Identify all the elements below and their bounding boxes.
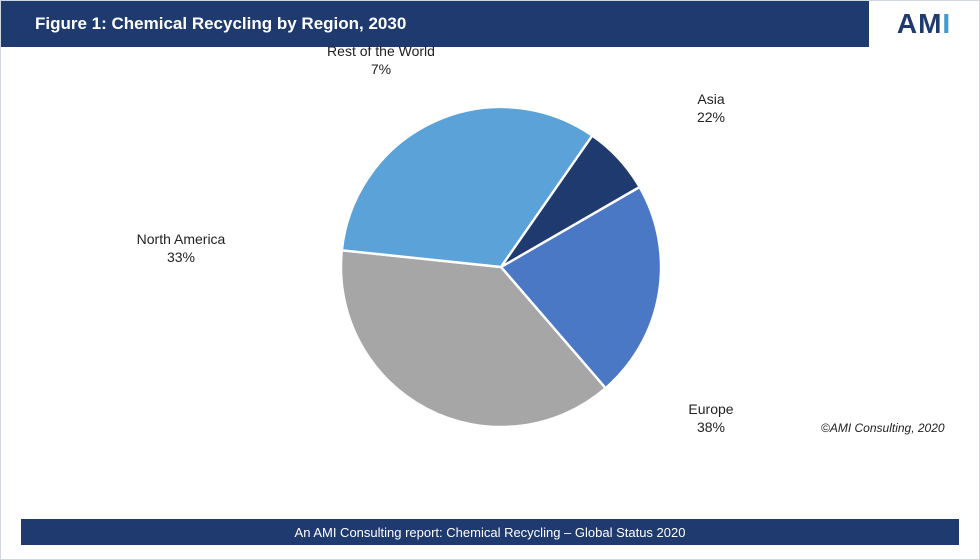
figure-footer: An AMI Consulting report: Chemical Recyc…: [21, 519, 959, 545]
logo-letter-m: M: [918, 8, 942, 39]
slice-label: Asia 22%: [697, 91, 725, 126]
chart-area: Asia22%Europe38%North America33%Rest of …: [1, 47, 979, 511]
slice-label-value: 7%: [371, 61, 391, 77]
footer-text: An AMI Consulting report: Chemical Recyc…: [295, 525, 686, 540]
slice-label-name: Rest of the World: [327, 43, 435, 59]
slice-label-value: 22%: [697, 109, 725, 125]
slice-label-value: 38%: [697, 419, 725, 435]
logo-letter-a: A: [897, 8, 918, 39]
pie-chart-svg: [341, 107, 661, 427]
slice-label: Rest of the World 7%: [327, 43, 435, 78]
logo-letter-i: I: [942, 8, 951, 39]
brand-logo: AMI: [869, 1, 979, 47]
slice-label-name: Europe: [688, 401, 733, 417]
slice-label-name: Asia: [697, 91, 724, 107]
brand-logo-text: AMI: [897, 8, 951, 40]
figure-container: Figure 1: Chemical Recycling by Region, …: [0, 0, 980, 560]
slice-label: Europe 38%: [688, 401, 733, 436]
figure-header: Figure 1: Chemical Recycling by Region, …: [1, 1, 979, 47]
slice-label-value: 33%: [167, 249, 195, 265]
slice-label: North America 33%: [137, 231, 226, 266]
copyright-text: ©AMI Consulting, 2020: [821, 421, 945, 435]
pie-chart: [341, 107, 661, 427]
figure-title: Figure 1: Chemical Recycling by Region, …: [1, 14, 406, 34]
slice-label-name: North America: [137, 231, 226, 247]
